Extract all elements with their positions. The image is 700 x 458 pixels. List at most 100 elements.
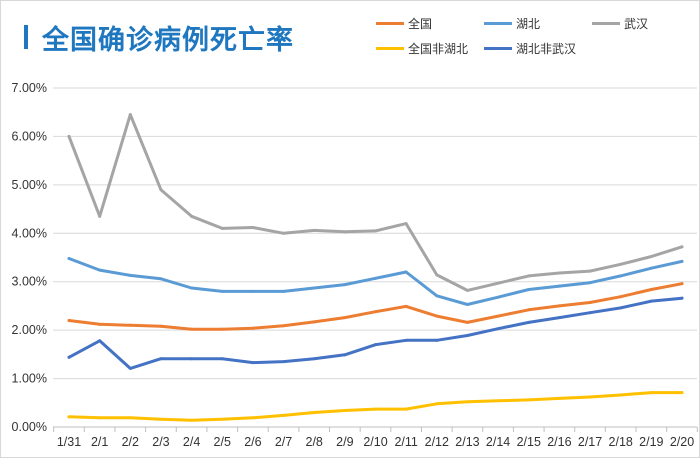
data-point (190, 357, 194, 361)
data-point (128, 323, 132, 327)
legend-label: 全国非湖北 (408, 42, 469, 56)
y-tick-label: 1.00% (12, 372, 47, 386)
data-point (374, 310, 377, 314)
legend-swatch (592, 22, 620, 25)
data-point (67, 415, 71, 419)
data-point (159, 324, 163, 328)
data-point (435, 338, 439, 342)
x-tick-label: 2/2 (122, 435, 139, 449)
data-point (435, 294, 439, 298)
data-point (190, 327, 194, 331)
data-point (527, 320, 531, 324)
legend-item-hubei: 湖北 (484, 15, 540, 32)
y-tick-label: 3.00% (12, 275, 47, 289)
data-point (67, 355, 71, 359)
data-point (159, 277, 163, 281)
data-point (619, 393, 623, 397)
data-point (343, 353, 347, 357)
data-point (680, 245, 684, 249)
series-line-0 (67, 282, 684, 331)
legend-item-national: 全国 (376, 15, 432, 32)
data-point (251, 289, 255, 293)
data-point (404, 338, 408, 342)
data-point (649, 266, 653, 270)
data-point (159, 417, 163, 421)
data-point (404, 407, 408, 411)
chart-title: 全国确诊病例死亡率 (42, 25, 294, 56)
data-point (251, 361, 255, 365)
data-point (588, 281, 592, 285)
series-line-2 (67, 113, 684, 292)
data-point (312, 286, 316, 290)
data-point (619, 274, 623, 278)
x-tick-label: 2/11 (394, 435, 417, 449)
y-tick-label: 4.00% (12, 226, 47, 240)
data-point (282, 289, 286, 293)
data-point (282, 360, 286, 364)
legend-item-national-non-hubei: 全国非湖北 (376, 40, 468, 57)
data-point (312, 410, 316, 414)
x-tick-label: 2/20 (670, 435, 694, 449)
x-tick-label: 2/9 (336, 435, 353, 449)
x-tick-label: 2/8 (306, 435, 323, 449)
y-tick-label: 7.00% (12, 81, 47, 95)
legend-swatch (484, 22, 512, 25)
data-point (619, 262, 623, 266)
x-tick-label: 2/6 (244, 435, 261, 449)
data-point (435, 314, 439, 318)
data-point (465, 333, 469, 337)
x-tick-label: 2/7 (275, 435, 292, 449)
data-point (67, 318, 71, 322)
x-tick-label: 2/12 (425, 435, 449, 449)
data-point (220, 417, 224, 421)
data-point (282, 324, 286, 328)
data-point (557, 304, 561, 308)
x-tick-label: 2/19 (639, 435, 663, 449)
data-point (588, 395, 592, 399)
data-point (220, 226, 224, 230)
data-point (190, 286, 194, 290)
data-point (680, 259, 684, 263)
data-point (282, 231, 286, 235)
data-point (343, 230, 347, 234)
x-tick-label: 2/1 (91, 435, 108, 449)
data-point (649, 391, 653, 395)
x-tick-label: 2/13 (455, 435, 479, 449)
data-point (98, 268, 102, 272)
data-point (649, 255, 653, 259)
data-point (680, 296, 684, 300)
data-point (465, 320, 469, 324)
data-point (496, 399, 500, 403)
data-point (343, 283, 347, 287)
data-point (374, 229, 377, 233)
data-point (220, 289, 224, 293)
data-point (435, 273, 439, 277)
data-point (312, 357, 316, 361)
data-point (404, 270, 408, 274)
data-point (251, 326, 255, 330)
data-point (496, 327, 500, 331)
data-point (374, 407, 377, 411)
data-point (527, 274, 531, 278)
data-point (343, 409, 347, 413)
legend-item-hubei-non-wuhan: 湖北非武汉 (484, 40, 576, 57)
data-point (619, 295, 623, 299)
x-tick-label: 2/4 (183, 435, 200, 449)
data-point (619, 306, 623, 310)
data-point (190, 214, 194, 218)
x-tick-label: 2/18 (609, 435, 633, 449)
y-tick-label: 5.00% (12, 178, 47, 192)
data-point (159, 188, 163, 192)
data-point (588, 301, 592, 305)
data-point (220, 357, 224, 361)
data-point (496, 314, 500, 318)
data-point (588, 269, 592, 273)
data-point (190, 418, 194, 422)
data-point (496, 281, 500, 285)
legend-swatch (376, 47, 404, 50)
legend-swatch (376, 22, 404, 25)
data-point (404, 222, 408, 226)
data-point (343, 316, 347, 320)
x-tick-label: 2/5 (214, 435, 231, 449)
